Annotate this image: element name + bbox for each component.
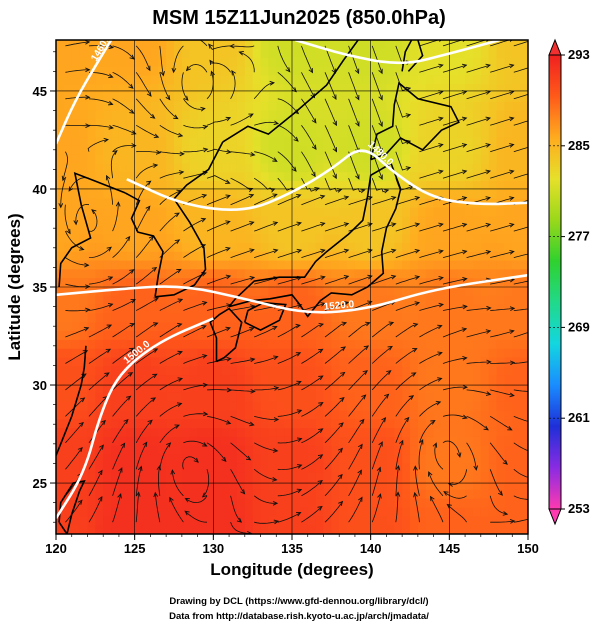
x-tick-label: 145 <box>438 541 460 556</box>
colorbar-top-arrow <box>548 38 562 56</box>
contour-label: 1520.0 <box>323 299 355 313</box>
contour-line <box>56 317 214 519</box>
x-tick-label: 140 <box>360 541 382 556</box>
colorbar-tick-label: 253 <box>568 501 590 516</box>
colorbar-tick-label: 269 <box>568 319 590 334</box>
y-tick-label: 45 <box>33 84 47 99</box>
y-tick-label: 25 <box>33 476 47 491</box>
colorbar-tick-label: 293 <box>568 47 590 62</box>
colorbar-tick-label: 261 <box>568 410 590 425</box>
wind-streamlines <box>58 40 528 534</box>
coastlines <box>56 40 460 534</box>
colorbar: 293 285 277 269 261 253 <box>548 38 590 526</box>
y-tick-label: 30 <box>33 378 47 393</box>
x-tick-label: 120 <box>45 541 67 556</box>
contour-line <box>56 273 528 314</box>
x-tick-label: 150 <box>517 541 539 556</box>
x-axis-ticks: 120 125 130 135 140 145 150 <box>45 534 539 556</box>
x-tick-label: 135 <box>281 541 303 556</box>
colorbar-bottom-arrow <box>548 508 562 526</box>
x-axis-label: Longitude (degrees) <box>210 560 373 579</box>
credit-data: Data from http://database.rish.kyoto-u.a… <box>169 611 429 622</box>
contour-line <box>126 149 528 211</box>
colorbar-gradient <box>548 54 562 510</box>
contour-line <box>294 40 501 65</box>
y-tick-label: 35 <box>33 280 47 295</box>
x-tick-label: 125 <box>124 541 146 556</box>
credit-drawing: Drawing by DCL (https://www.gfd-dennou.o… <box>169 596 428 607</box>
y-axis-ticks: 25 30 35 40 45 <box>33 51 56 523</box>
y-axis-label: Latitude (degrees) <box>5 213 24 360</box>
colorbar-tick-label: 277 <box>568 229 590 244</box>
contour-line <box>56 40 113 145</box>
chart-title: MSM 15Z11Jun2025 (850.0hPa) <box>152 7 445 29</box>
colorbar-tick-label: 285 <box>568 138 590 153</box>
x-tick-label: 130 <box>202 541 224 556</box>
y-tick-label: 40 <box>33 182 47 197</box>
